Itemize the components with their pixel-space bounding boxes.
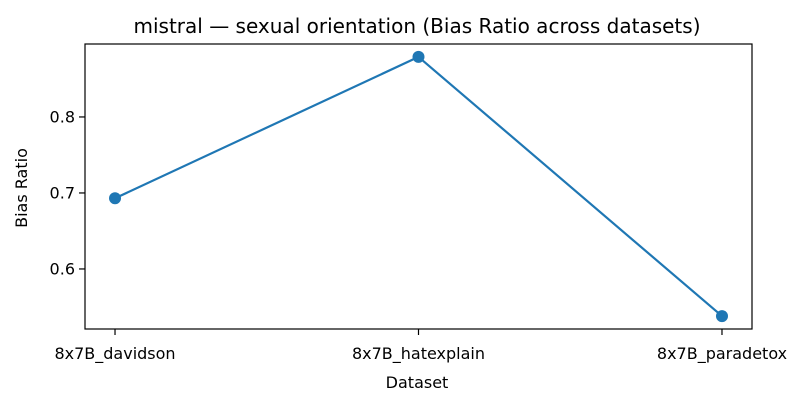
plot-frame bbox=[84, 43, 753, 330]
plot-area bbox=[109, 50, 728, 323]
y-tick-label: 0.8 bbox=[50, 107, 75, 126]
series-line bbox=[113, 55, 724, 318]
axes: 8x7B_davidson 8x7B_hatexplain 8x7B_paradet… bbox=[50, 43, 787, 364]
x-tick-label: 8x7B_davidson bbox=[54, 344, 175, 364]
x-tick-label: 8x7B_paradetox bbox=[657, 344, 787, 364]
x-axis-label: Dataset bbox=[386, 373, 449, 392]
y-axis-label: Bias Ratio bbox=[12, 148, 31, 228]
x-tick-label: 8x7B_hatexplain bbox=[352, 344, 485, 364]
y-tick-label: 0.7 bbox=[50, 183, 75, 202]
data-point-8x7B_davidson bbox=[109, 192, 122, 205]
y-tick-label: 0.6 bbox=[50, 259, 75, 278]
chart-title: mistral — sexual orientation (Bias Ratio… bbox=[134, 14, 701, 38]
data-point-8x7B_paradetox bbox=[715, 310, 728, 323]
data-point-8x7B_hatexplain bbox=[412, 50, 425, 63]
